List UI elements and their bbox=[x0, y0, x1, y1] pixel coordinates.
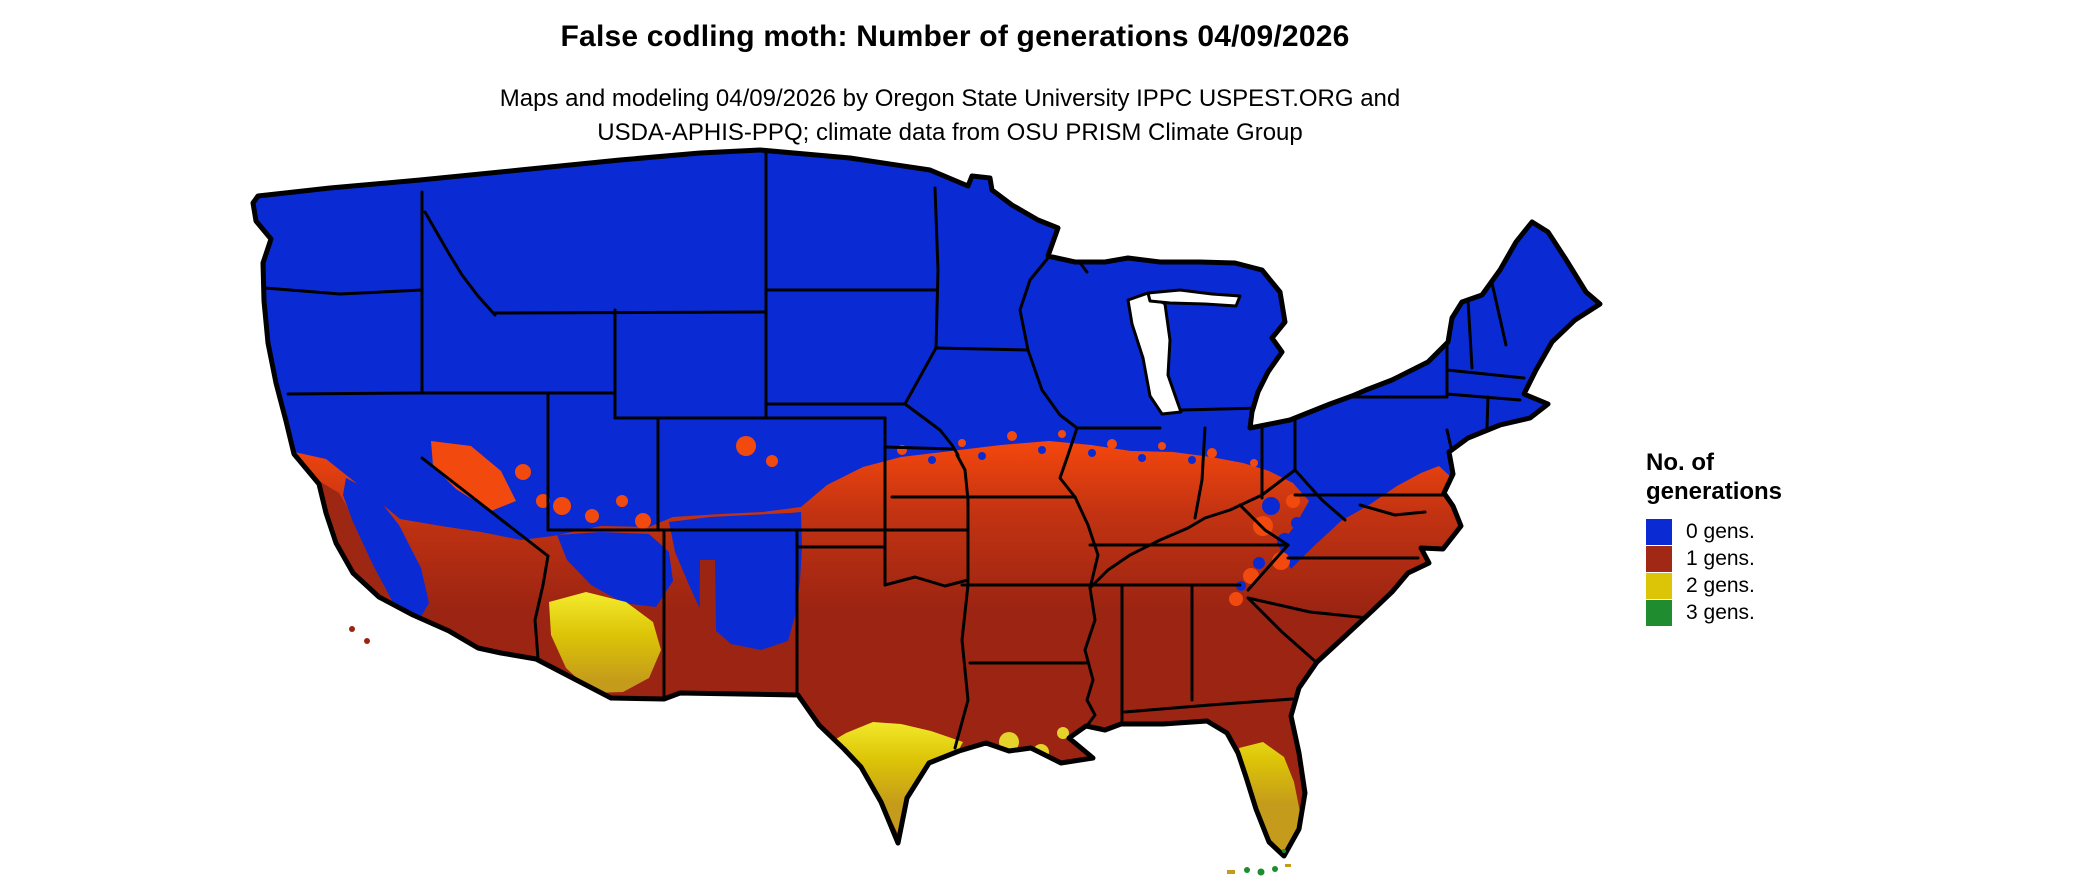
great-lakes bbox=[1126, 288, 1242, 416]
legend-title-line-2: generations bbox=[1646, 478, 1783, 505]
subtitle-line-2: USDA-APHIS-PPQ; climate data from OSU PR… bbox=[597, 119, 1303, 146]
legend-title-line-1: No. of bbox=[1646, 449, 1714, 476]
two-generations-regions bbox=[368, 592, 1300, 853]
state-borders bbox=[263, 150, 1526, 750]
page-subtitle: Maps and modeling 04/09/2026 by Oregon S… bbox=[0, 82, 1900, 150]
legend-item-1-gens: 1 gens. bbox=[1646, 545, 1866, 572]
conus-outline bbox=[250, 147, 1603, 859]
legend-label-1-gens: 1 gens. bbox=[1686, 546, 1755, 570]
california-central-valley-patch bbox=[316, 481, 389, 609]
rio-grande-valley-patch bbox=[699, 560, 717, 690]
legend-swatch-0-gens bbox=[1646, 518, 1672, 545]
florida-keys bbox=[1227, 849, 1291, 876]
legend-label-2-gens: 2 gens. bbox=[1686, 573, 1755, 597]
legend-label-0-gens: 0 gens. bbox=[1686, 519, 1755, 543]
page-title: False codling moth: Number of generation… bbox=[560, 20, 1350, 53]
legend-item-3-gens: 3 gens. bbox=[1646, 599, 1866, 626]
mackinac-straits bbox=[1146, 288, 1242, 308]
legend-item-0-gens: 0 gens. bbox=[1646, 518, 1866, 545]
zero-generations-islands bbox=[343, 446, 1303, 650]
channel-islands bbox=[349, 626, 370, 644]
legend-swatch-3-gens bbox=[1646, 599, 1672, 626]
legend-swatch-1-gens bbox=[1646, 545, 1672, 572]
subtitle-line-1: Maps and modeling 04/09/2026 by Oregon S… bbox=[499, 85, 1401, 112]
legend-title: No. of generations bbox=[1646, 448, 1866, 506]
legend-label-3-gens: 3 gens. bbox=[1686, 600, 1755, 624]
legend-item-2-gens: 2 gens. bbox=[1646, 572, 1866, 599]
legend: No. of generations 0 gens. 1 gens. 2 gen… bbox=[1646, 448, 1866, 626]
legend-swatch-2-gens bbox=[1646, 572, 1672, 599]
